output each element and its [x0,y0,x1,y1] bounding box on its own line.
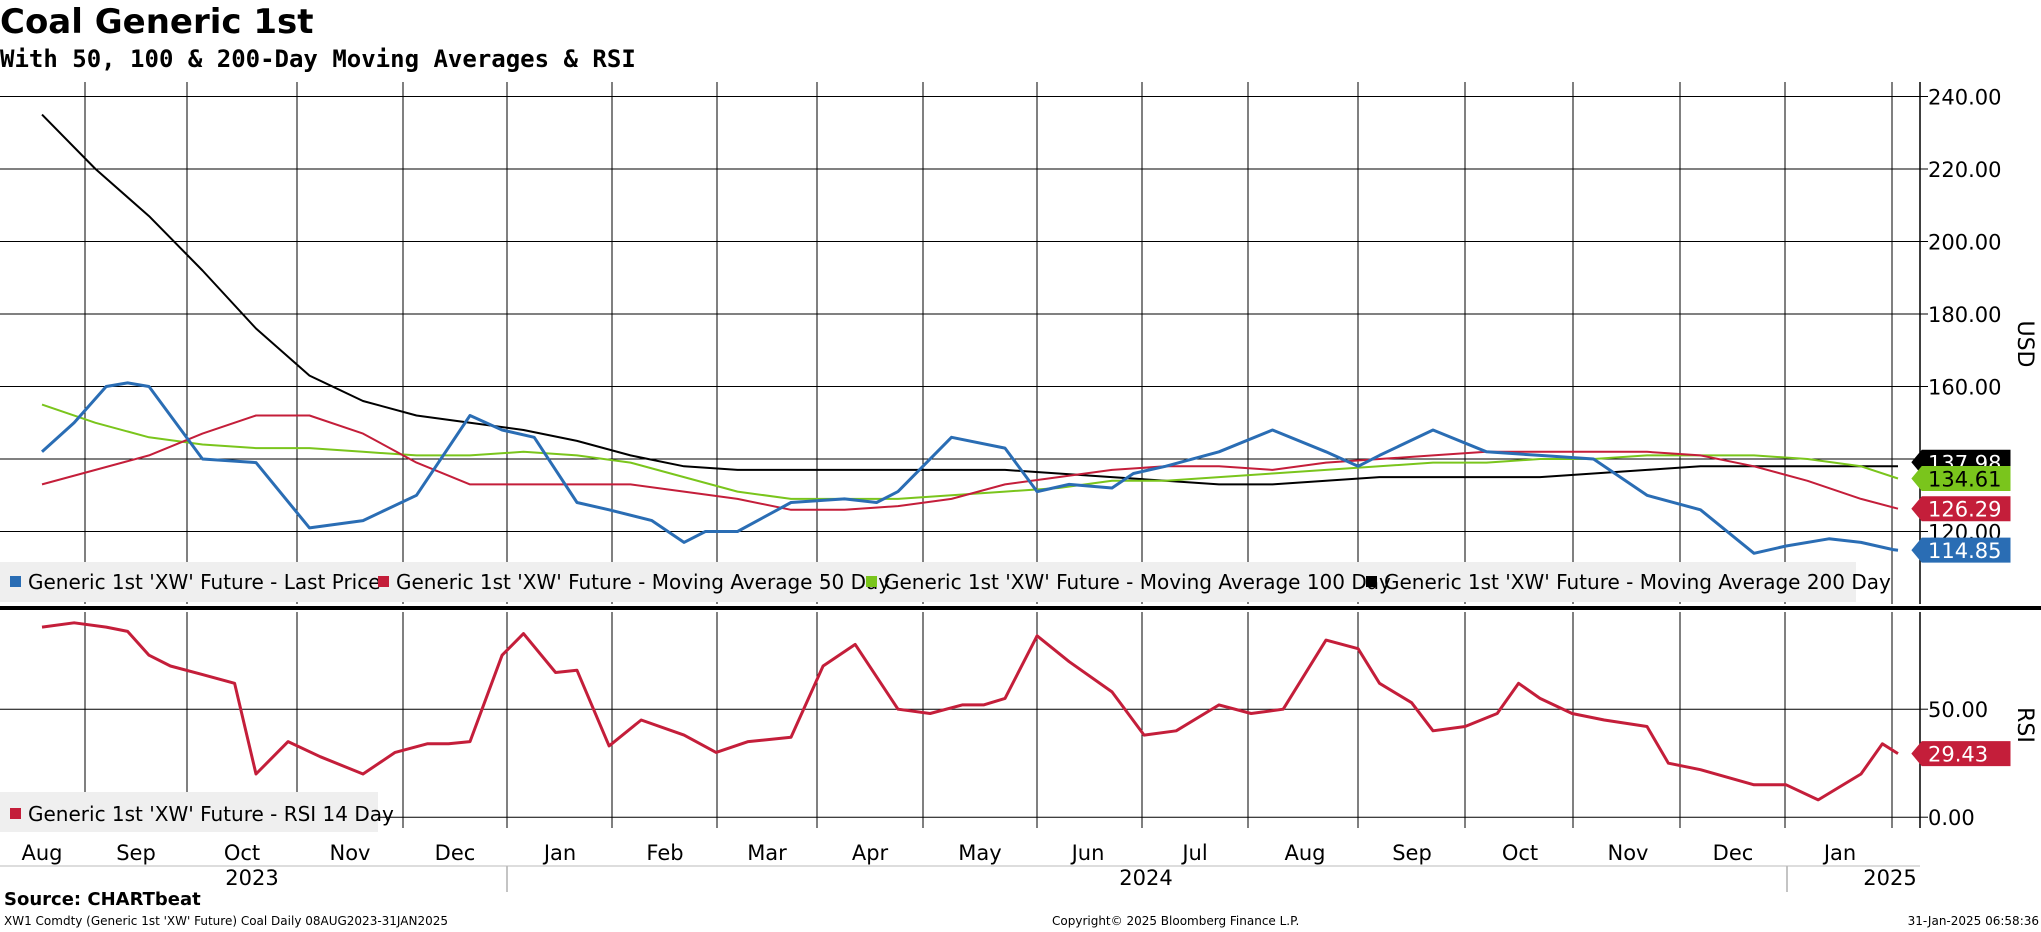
legend-entry-rsi: Generic 1st 'XW' Future - RSI 14 Day [28,802,394,826]
price-legend: Generic 1st 'XW' Future - Last Price Gene… [0,562,1891,602]
x-year-label: 2025 [1863,866,1916,890]
copyright: Copyright© 2025 Bloomberg Finance L.P. [1052,914,1300,928]
x-tick-label: Apr [852,841,889,865]
legend-entry-2: Generic 1st 'XW' Future - Moving Average… [884,570,1391,594]
timestamp: 31-Jan-2025 06:58:36 [1907,914,2039,928]
legend-entry-1: Generic 1st 'XW' Future - Moving Average… [396,570,890,594]
legend-swatch [866,576,877,587]
ma50-value-tag-shape [1911,496,2011,522]
x-tick-label: Jun [1070,841,1105,865]
legend-swatch [378,576,389,587]
rsi-y-tick-label: 50.00 [1928,698,1988,722]
ma50-value-tag-text: 126.29 [1928,498,2001,522]
price-legend-bg [0,562,1856,602]
ma50-value-tag: 126.29 [1911,496,2011,522]
x-tick-label: Jan [542,841,576,865]
x-tick-label: Nov [330,841,371,865]
rsi-value-tag: 29.43 [1911,741,2011,767]
legend-swatch [1366,576,1377,587]
rsi-series-line [41,621,1899,802]
ticker-info: XW1 Comdty (Generic 1st 'XW' Future) Coa… [4,914,448,928]
ma200-series-line [41,113,1898,486]
y-tick-label: 240.00 [1928,86,2001,110]
rsi-y-axis-title: RSI [2012,707,2037,743]
y-tick-label: 220.00 [1928,158,2001,182]
price-value-tag-text: 114.85 [1928,539,2001,563]
x-tick-label: Sep [116,841,156,865]
price-series-line [40,381,1899,555]
chart-subtitle: With 50, 100 & 200-Day Moving Averages &… [0,45,636,73]
x-year-label: 2023 [225,866,278,890]
source-label: Source: CHARTbeat [4,889,201,910]
x-tick-label: May [958,841,1001,865]
x-tick-label: Dec [1713,841,1754,865]
x-tick-label: Aug [1284,841,1325,865]
rsi-value-tag-text: 29.43 [1928,743,1988,767]
legend-entry-0: Generic 1st 'XW' Future - Last Price [28,570,381,594]
x-tick-label: Mar [747,841,787,865]
x-tick-label: Oct [224,841,260,865]
price-value-tag-shape [1911,537,2011,563]
y-tick-label: 160.00 [1928,376,2001,400]
x-tick-label: Jan [1822,841,1856,865]
ma50-series-line [41,414,1899,511]
x-tick-label: Nov [1608,841,1649,865]
ma100-value-tag: 134.61 [1911,466,2011,492]
legend-swatch [10,576,21,587]
price-plot-area [0,82,1920,604]
legend-swatch [10,808,21,819]
price-value-tag: 114.85 [1911,537,2011,563]
rsi-legend-bg [0,792,378,832]
x-tick-label: Oct [1502,841,1538,865]
x-tick-label: Aug [21,841,62,865]
panel-separator [0,606,2041,610]
y-tick-label: 180.00 [1928,303,2001,327]
rsi-value-tag-shape [1911,741,2011,767]
x-tick-label: Sep [1392,841,1432,865]
x-tick-label: Jul [1180,841,1207,865]
x-tick-label: Dec [435,841,476,865]
ma100-value-tag-text: 134.61 [1928,468,2001,492]
price-y-axis-title: USD [2012,320,2037,367]
rsi-legend: Generic 1st 'XW' Future - RSI 14 Day [0,792,394,832]
legend-entry-3: Generic 1st 'XW' Future - Moving Average… [1384,570,1891,594]
x-tick-label: Feb [646,841,683,865]
chart-title: Coal Generic 1st [0,2,314,42]
x-year-label: 2024 [1119,866,1172,890]
y-tick-label: 200.00 [1928,231,2001,255]
ma100-series-line [41,403,1899,500]
ma100-value-tag-shape [1911,466,2011,492]
rsi-y-tick-label: 0.00 [1928,806,1975,830]
